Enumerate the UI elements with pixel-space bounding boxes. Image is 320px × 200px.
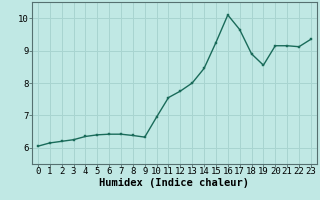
- X-axis label: Humidex (Indice chaleur): Humidex (Indice chaleur): [100, 178, 249, 188]
